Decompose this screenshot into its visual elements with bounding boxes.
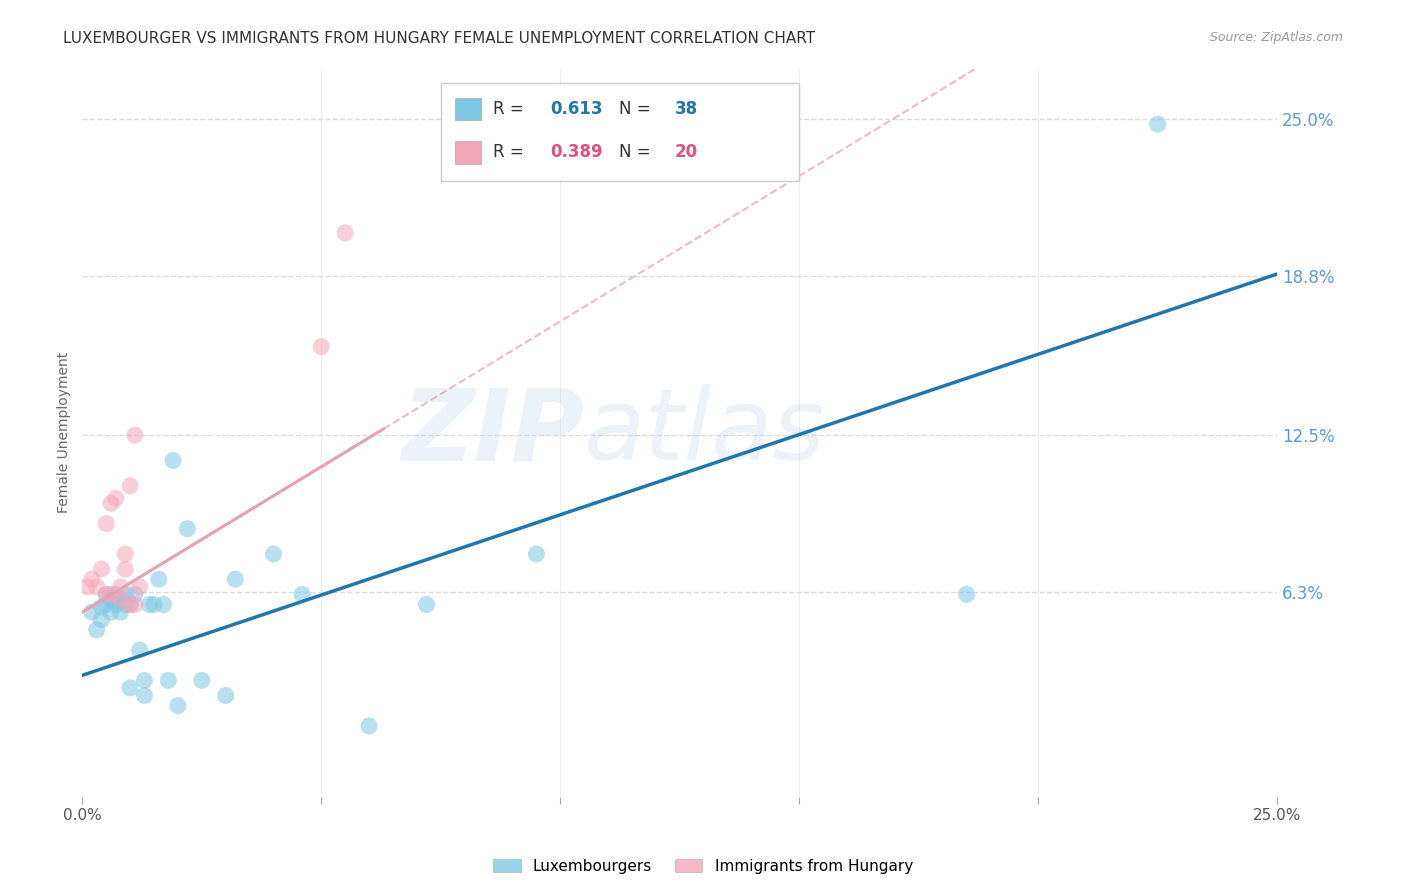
Point [100, 605, 122, 619]
Point [138, 598, 160, 612]
Bar [456, 141, 481, 164]
Text: N =: N = [619, 144, 655, 161]
Point [114, 547, 136, 561]
Point [90, 600, 112, 615]
Point [335, 226, 357, 240]
Point [86, 623, 108, 637]
Point [110, 592, 132, 607]
Text: R =: R = [494, 100, 530, 119]
Text: atlas: atlas [583, 384, 825, 481]
Point [80, 572, 103, 586]
Point [143, 598, 166, 612]
Point [86, 580, 108, 594]
Point [215, 689, 238, 703]
Point [524, 547, 547, 561]
Point [148, 572, 170, 586]
Point [359, 719, 381, 733]
Point [955, 587, 977, 601]
Text: 0.389: 0.389 [551, 144, 603, 161]
Point [152, 598, 174, 612]
Point [224, 572, 246, 586]
Point [96, 516, 118, 531]
Point [263, 547, 285, 561]
Point [128, 643, 150, 657]
Point [114, 587, 136, 601]
Text: R =: R = [494, 144, 530, 161]
Point [415, 598, 437, 612]
Point [124, 598, 146, 612]
Point [120, 598, 142, 612]
Point [120, 478, 142, 492]
Text: ZIP: ZIP [401, 384, 583, 481]
Legend: Luxembourgers, Immigrants from Hungary: Luxembourgers, Immigrants from Hungary [486, 853, 920, 880]
Point [291, 587, 314, 601]
Point [134, 673, 156, 688]
Point [100, 592, 122, 607]
Text: 0.613: 0.613 [551, 100, 603, 119]
Text: 20: 20 [675, 144, 699, 161]
Point [96, 587, 118, 601]
Point [191, 673, 214, 688]
Point [100, 587, 122, 601]
Point [90, 613, 112, 627]
Point [114, 598, 136, 612]
Point [120, 598, 142, 612]
Point [110, 592, 132, 607]
Point [104, 491, 127, 506]
Text: 38: 38 [675, 100, 699, 119]
Point [134, 689, 156, 703]
Point [96, 587, 118, 601]
Point [157, 673, 180, 688]
Point [100, 496, 122, 510]
Point [167, 698, 190, 713]
Text: LUXEMBOURGER VS IMMIGRANTS FROM HUNGARY FEMALE UNEMPLOYMENT CORRELATION CHART: LUXEMBOURGER VS IMMIGRANTS FROM HUNGARY … [63, 31, 815, 46]
Point [104, 587, 127, 601]
Text: N =: N = [619, 100, 655, 119]
Point [110, 580, 132, 594]
Point [1146, 117, 1168, 131]
Point [120, 681, 142, 695]
Bar [456, 98, 481, 120]
Point [96, 598, 118, 612]
Point [114, 562, 136, 576]
Point [110, 605, 132, 619]
Point [124, 428, 146, 442]
Point [311, 340, 333, 354]
Point [162, 453, 184, 467]
Point [176, 522, 198, 536]
Point [124, 587, 146, 601]
Point [90, 562, 112, 576]
Y-axis label: Female Unemployment: Female Unemployment [58, 352, 72, 513]
Point [76, 580, 98, 594]
Point [128, 580, 150, 594]
Point [104, 598, 127, 612]
Text: Source: ZipAtlas.com: Source: ZipAtlas.com [1209, 31, 1343, 45]
FancyBboxPatch shape [441, 83, 799, 181]
Point [80, 605, 103, 619]
